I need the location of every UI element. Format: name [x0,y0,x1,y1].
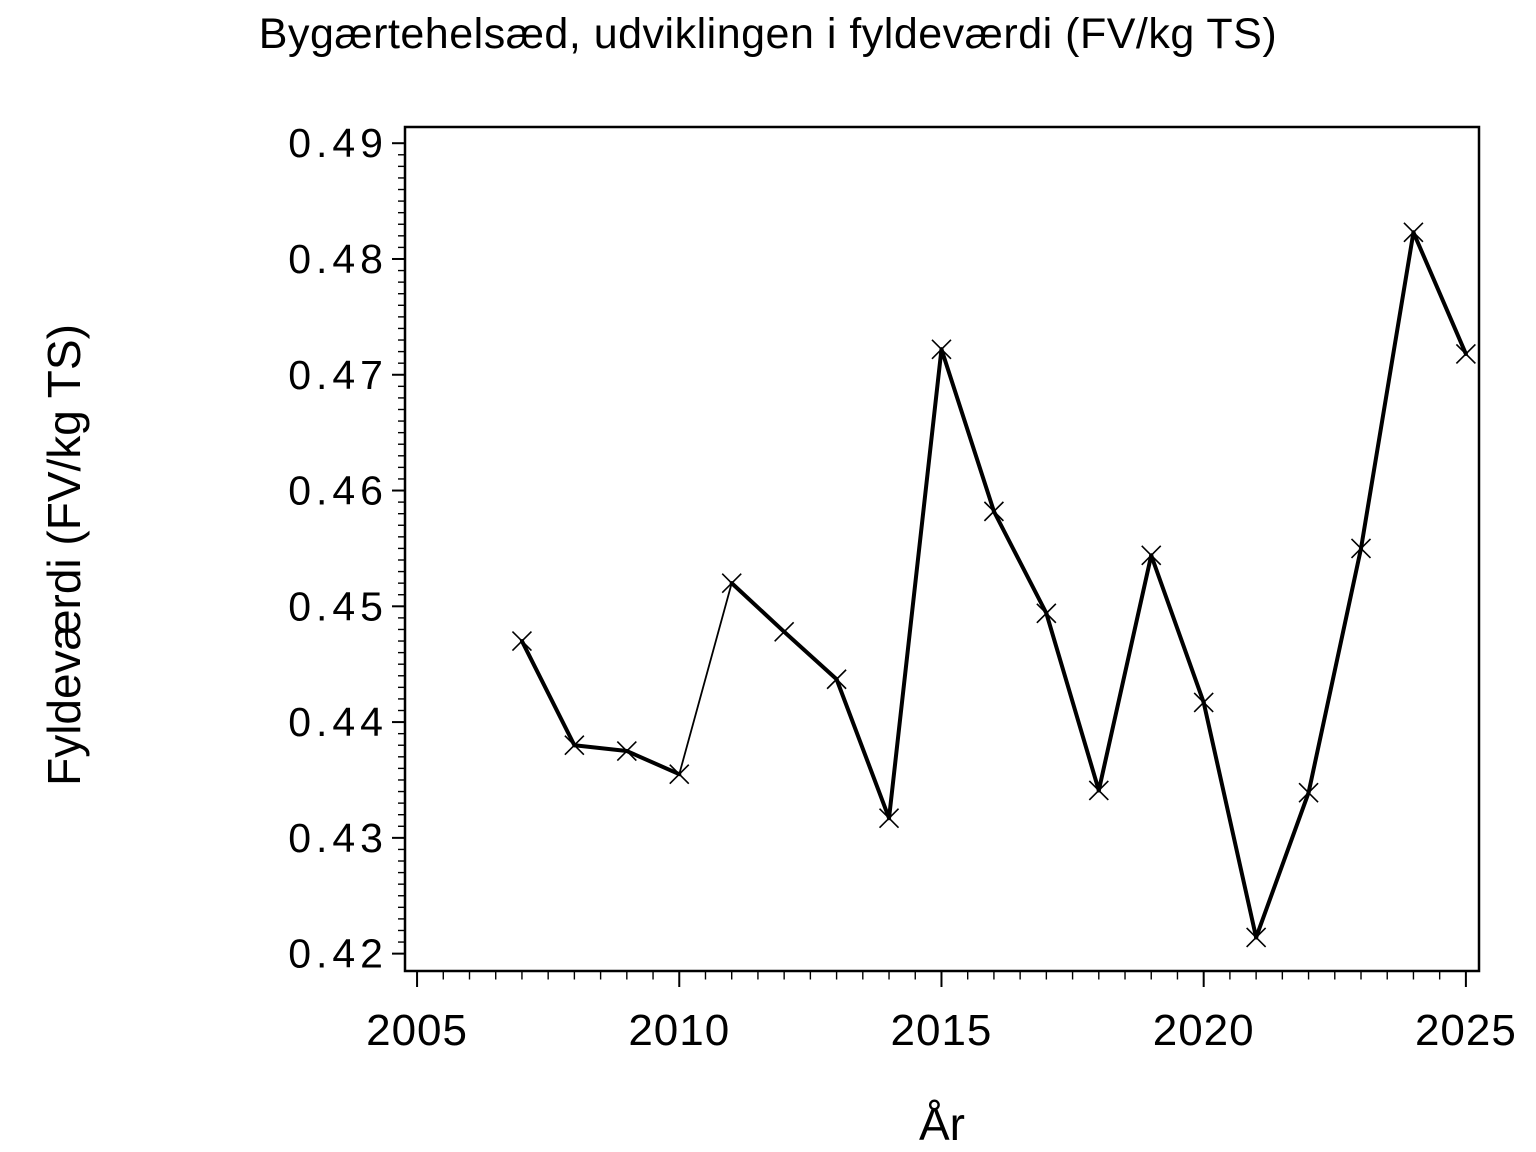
data-point-marker [1141,545,1162,566]
data-point-marker [669,764,690,785]
data-line-segment [1306,546,1364,795]
x-axis-tick-label: 2015 [891,1006,993,1055]
data-point-marker [1455,343,1476,364]
data-point-marker [931,339,952,360]
data-line-segment [1149,553,1206,705]
data-line-segment [887,347,944,821]
data-point-marker [511,630,533,652]
data-line-segment [834,677,892,821]
data-line-segment [1411,230,1468,356]
data-point-marker [721,573,742,594]
data-point-marker [826,669,847,690]
data-point-marker [774,621,795,642]
data-point-marker [1036,603,1057,624]
data-line-segment [678,582,733,776]
plot-frame [403,125,1481,973]
data-point-marker [1088,780,1109,801]
x-axis-tick-label: 2010 [628,1006,730,1055]
y-axis-label: Fyldeværdi (FV/kg TS) [38,324,90,786]
data-point-marker [564,735,585,756]
x-axis-tick-label: 2005 [366,1006,468,1055]
x-axis-label: År [919,1098,965,1150]
data-line-segment [624,749,682,777]
chart-title: Bygærtehelsæd, udviklingen i fyldeværdi … [258,10,1278,58]
y-axis-tick-label: 0.46 [288,468,388,514]
data-point-marker [1246,927,1267,948]
y-axis-tick-label: 0.42 [288,931,388,977]
y-axis-tick-label: 0.44 [288,699,388,745]
data-point-marker [1403,222,1424,243]
data-point-marker [1298,782,1319,803]
data-line-segment [1044,611,1101,793]
y-axis-tick-label: 0.49 [288,120,388,166]
y-axis-tick-label: 0.47 [288,352,388,398]
data-point-marker [878,808,900,829]
data-line-segment [1096,553,1154,793]
data-line-segment [519,639,577,748]
data-point-marker [1350,538,1372,559]
data-line-segment [1201,700,1259,940]
data-line-segment [1359,230,1416,551]
y-axis-tick-label: 0.45 [288,583,388,629]
data-line-segment [991,509,1049,616]
y-axis-tick-label: 0.43 [288,815,388,861]
data-point-marker [983,501,1004,522]
y-axis-tick-label: 0.48 [288,236,388,282]
data-point-marker [616,740,637,762]
x-axis-tick-label: 2025 [1415,1006,1517,1055]
data-line-segment [1254,790,1311,940]
data-line-segment [939,347,996,514]
x-axis-tick-label: 2020 [1153,1006,1255,1055]
data-point-marker [1193,692,1214,713]
plot-area: 0.42 0.43 0.44 0.45 0.46 0.47 0.48 0.49 2005 2010… [288,120,1517,1055]
data-line-segment [572,743,629,754]
